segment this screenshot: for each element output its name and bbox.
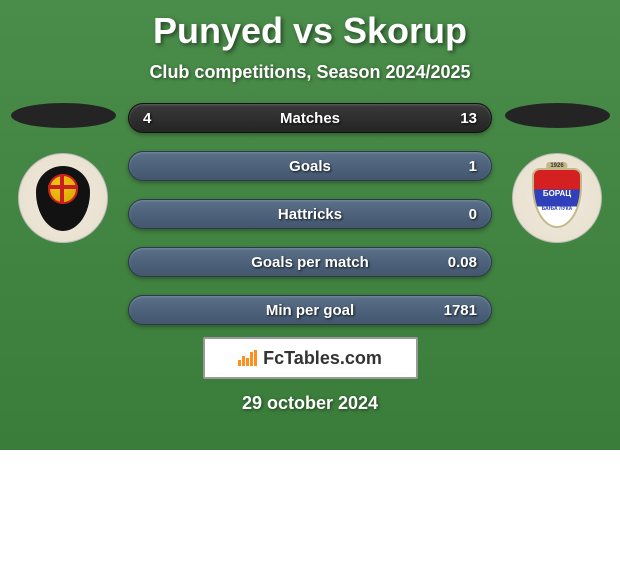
stat-bar-matches: 4 Matches 13 <box>128 103 492 133</box>
stat-right-value: 1781 <box>444 302 477 319</box>
club-right-text: БОРАЦ <box>543 189 571 198</box>
club-logo-left-shield <box>36 166 90 231</box>
page-title: Punyed vs Skorup <box>0 10 620 52</box>
club-logo-right: 1926 БОРАЦ БАЊА ЛУКА <box>512 153 602 243</box>
bar-chart-icon <box>238 350 257 366</box>
right-column: 1926 БОРАЦ БАЊА ЛУКА <box>502 103 612 243</box>
stat-bar-hattricks: Hattricks 0 <box>128 199 492 229</box>
stat-right-value: 0 <box>469 206 477 223</box>
stat-bar-goals: Goals 1 <box>128 151 492 181</box>
stat-right-value: 1 <box>469 158 477 175</box>
right-ellipse-shape <box>505 103 610 128</box>
left-column <box>8 103 118 243</box>
stat-bar-goals-per-match: Goals per match 0.08 <box>128 247 492 277</box>
club-logo-left-ball-icon <box>48 174 78 204</box>
stat-right-value: 13 <box>460 110 477 127</box>
page-subtitle: Club competitions, Season 2024/2025 <box>0 62 620 83</box>
club-logo-right-shield: 1926 БОРАЦ БАЊА ЛУКА <box>532 168 582 228</box>
stat-center-label: Goals <box>289 158 331 175</box>
stat-bar-min-per-goal: Min per goal 1781 <box>128 295 492 325</box>
stat-center-label: Min per goal <box>266 302 354 319</box>
date-label: 29 october 2024 <box>0 393 620 414</box>
comparison-widget: Punyed vs Skorup Club competitions, Seas… <box>0 0 620 450</box>
stat-center-label: Hattricks <box>278 206 342 223</box>
stat-center-label: Goals per match <box>251 254 369 271</box>
stat-right-value: 0.08 <box>448 254 477 271</box>
stat-center-label: Matches <box>280 110 340 127</box>
left-ellipse-shape <box>11 103 116 128</box>
main-content: 4 Matches 13 Goals 1 Hattricks 0 Goals p… <box>0 103 620 325</box>
club-right-subtext: БАЊА ЛУКА <box>542 206 573 212</box>
club-logo-left <box>18 153 108 243</box>
stats-bars: 4 Matches 13 Goals 1 Hattricks 0 Goals p… <box>118 103 502 325</box>
stat-left-value: 4 <box>143 110 151 127</box>
club-right-year: 1926 <box>546 162 567 170</box>
brand-logo[interactable]: FcTables.com <box>203 337 418 379</box>
brand-text: FcTables.com <box>263 348 382 369</box>
